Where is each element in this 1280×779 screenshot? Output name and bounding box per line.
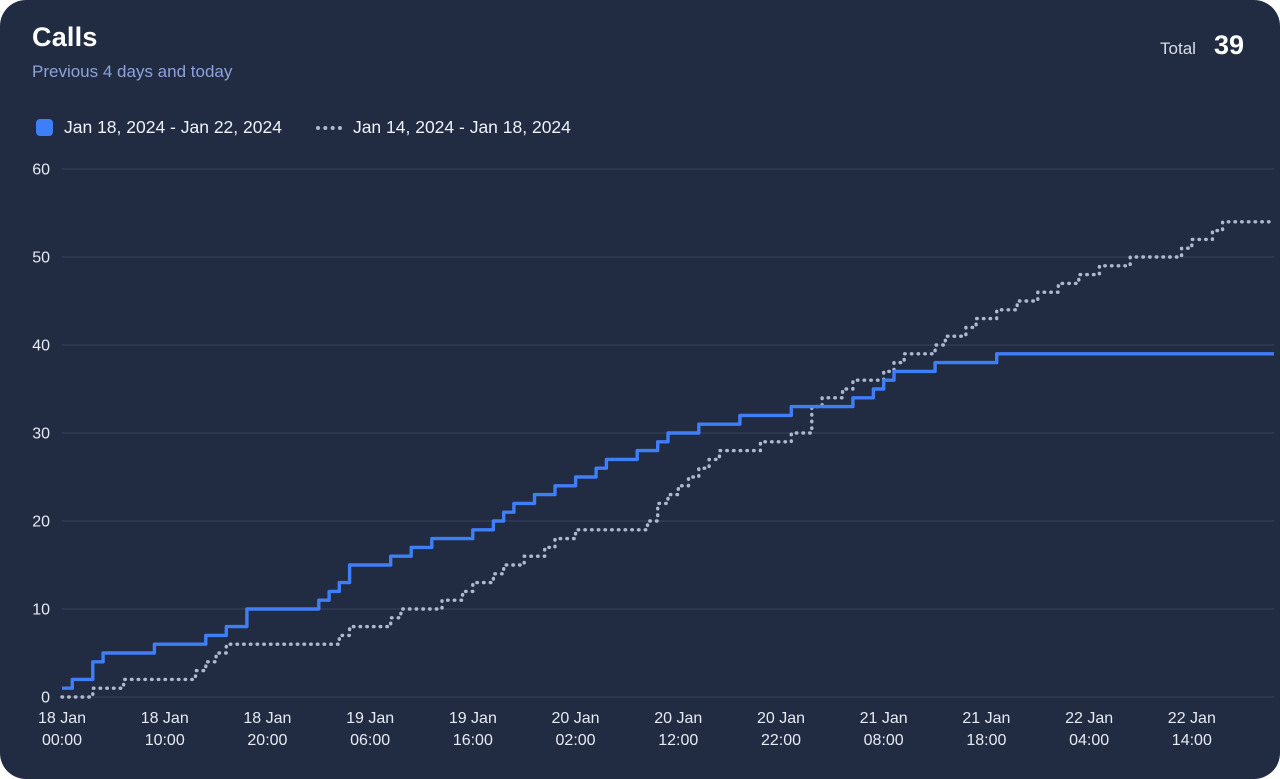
x-tick-label-time: 12:00 [658, 732, 698, 749]
series-line-previous [60, 220, 1276, 699]
x-tick-label-time: 20:00 [247, 732, 287, 749]
x-tick-label-time: 00:00 [42, 732, 82, 749]
title-block: Calls Previous 4 days and today [32, 22, 232, 82]
x-tick-label-time: 22:00 [761, 732, 801, 749]
x-tick-label-time: 08:00 [864, 732, 904, 749]
x-tick-label-date: 18 Jan [141, 710, 189, 727]
x-tick-label-date: 21 Jan [962, 710, 1010, 727]
solid-swatch-icon [36, 119, 53, 136]
x-tick-label-time: 02:00 [556, 732, 596, 749]
total-value: 39 [1213, 30, 1244, 60]
y-tick-label: 60 [32, 162, 50, 179]
x-tick-label-date: 18 Jan [243, 710, 291, 727]
card-header: Calls Previous 4 days and today Total 39 [0, 0, 1280, 82]
legend-label-previous: Jan 14, 2024 - Jan 18, 2024 [352, 117, 571, 137]
y-tick-label: 0 [41, 690, 50, 707]
page-subtitle: Previous 4 days and today [32, 62, 233, 81]
x-tick-label-date: 20 Jan [552, 710, 600, 727]
y-tick-label: 30 [32, 426, 50, 443]
x-tick-label-date: 22 Jan [1168, 710, 1216, 727]
x-tick-label-time: 16:00 [453, 732, 493, 749]
y-tick-label: 40 [32, 338, 50, 355]
x-tick-label-time: 06:00 [350, 732, 390, 749]
total-label: Total [1160, 39, 1196, 58]
x-tick-label-date: 18 Jan [38, 710, 86, 727]
legend-item-previous[interactable]: Jan 14, 2024 - Jan 18, 2024 [315, 117, 571, 138]
x-tick-label-date: 19 Jan [346, 710, 394, 727]
x-tick-label-date: 19 Jan [449, 710, 497, 727]
x-tick-label-date: 21 Jan [860, 710, 908, 727]
x-tick-label-time: 10:00 [145, 732, 185, 749]
y-tick-label: 50 [32, 250, 50, 267]
y-tick-label: 20 [32, 514, 50, 531]
x-tick-label-time: 14:00 [1172, 732, 1212, 749]
x-tick-label-date: 22 Jan [1065, 710, 1113, 727]
legend-label-current: Jan 18, 2024 - Jan 22, 2024 [64, 117, 282, 137]
x-tick-label-date: 20 Jan [654, 710, 702, 727]
page-title: Calls [32, 22, 98, 52]
dotted-swatch-icon [315, 125, 342, 130]
x-tick-label-time: 18:00 [966, 732, 1006, 749]
total-block: Total 39 [1160, 30, 1244, 61]
y-tick-label: 10 [32, 602, 50, 619]
x-tick-label-date: 20 Jan [757, 710, 805, 727]
series-line-current [62, 352, 1274, 690]
legend-item-current[interactable]: Jan 18, 2024 - Jan 22, 2024 [36, 117, 282, 138]
chart-legend: Jan 18, 2024 - Jan 22, 2024 Jan 14, 2024… [36, 117, 571, 138]
x-tick-label-time: 04:00 [1069, 732, 1109, 749]
